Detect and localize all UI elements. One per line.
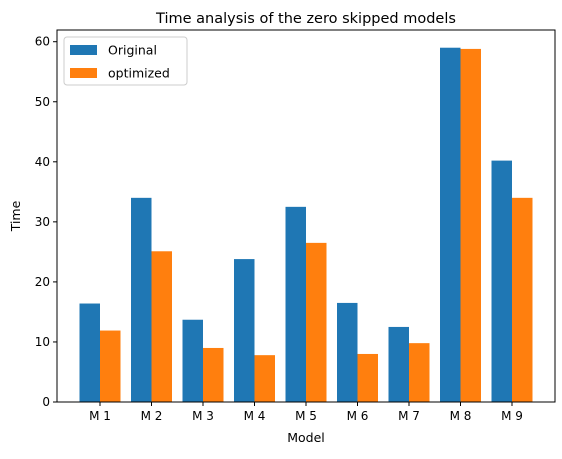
legend-label-original: Original [108,43,157,58]
y-tick-label: 0 [42,395,50,409]
x-tick-label: M 1 [89,409,111,423]
bars-group [79,47,533,402]
bar-optimized-m6 [357,353,378,402]
y-axis-label: Time [8,200,23,232]
bar-optimized-m3 [203,347,224,402]
y-tick-label: 20 [35,275,50,289]
y-tick-label: 10 [35,335,50,349]
y-tick-label: 50 [35,95,50,109]
x-axis-label: Model [287,430,325,445]
bar-optimized-m1 [100,330,121,402]
x-axis: M 1 M 2 M 3 M 4 M 5 M 6 M 7 M 8 M 9 [89,402,523,423]
y-tick-label: 60 [35,35,50,49]
bar-original-m4 [234,259,255,402]
x-tick-label: M 3 [192,409,214,423]
bar-optimized-m4 [254,355,275,402]
bar-optimized-m9 [512,197,533,402]
x-tick-label: M 5 [295,409,317,423]
y-tick-label: 30 [35,215,50,229]
bar-original-m6 [337,302,358,402]
plot-frame [56,29,556,403]
bar-original-m3 [182,319,203,402]
x-tick-label: M 4 [244,409,266,423]
bar-optimized-m8 [460,48,481,402]
bar-original-m7 [388,326,409,402]
bar-original-m9 [491,160,512,402]
y-tick-label: 40 [35,155,50,169]
legend-swatch-original [70,45,97,55]
bar-original-m8 [440,47,461,402]
legend-label-optimized: optimized [108,66,170,81]
bar-original-m1 [79,303,100,402]
bar-optimized-m7 [409,343,430,402]
y-axis: 0 10 20 30 40 50 60 [35,35,57,409]
legend-swatch-optimized [70,68,97,78]
bar-original-m5 [285,206,306,402]
x-tick-label: M 2 [141,409,163,423]
bar-optimized-m5 [306,242,327,402]
bar-optimized-m2 [151,251,172,402]
bar-original-m2 [131,197,152,402]
x-tick-label: M 6 [347,409,369,423]
x-tick-label: M 9 [501,409,523,423]
x-tick-label: M 8 [450,409,472,423]
chart-title: Time analysis of the zero skipped models [155,11,456,27]
legend: Original optimized [63,36,188,86]
x-tick-label: M 7 [398,409,420,423]
